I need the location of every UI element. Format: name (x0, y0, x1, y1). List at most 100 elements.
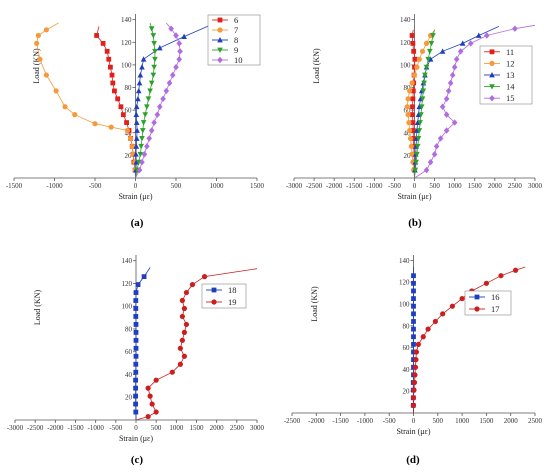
x-tick-label: 1500 (250, 182, 265, 190)
x-tick-label: -2000 (47, 424, 64, 432)
y-tick-label: 20 (125, 152, 133, 160)
y-tick-label: 20 (404, 152, 412, 160)
legend-label: 6 (234, 15, 238, 25)
x-tick-label: -1500 (6, 182, 23, 190)
series-7 (34, 22, 138, 179)
data-point (133, 314, 139, 319)
data-point (410, 136, 416, 141)
data-point (133, 322, 139, 327)
data-point (147, 393, 153, 399)
data-point (53, 88, 59, 94)
y-tick-label: 20 (403, 388, 411, 396)
y-tick-label: 80 (125, 325, 133, 333)
data-point (467, 40, 474, 47)
legend-marker (474, 294, 480, 300)
data-point (135, 95, 141, 102)
data-point (134, 127, 140, 133)
x-tick-label: -500 (388, 182, 401, 190)
data-point (189, 281, 196, 288)
legend-label: 14 (506, 82, 515, 92)
data-point (124, 127, 130, 134)
legend-box (464, 290, 512, 316)
data-point (138, 143, 144, 150)
y-tick-label: 80 (404, 84, 412, 92)
legend-label: 18 (228, 285, 237, 295)
data-point (43, 72, 50, 78)
data-point (411, 296, 416, 301)
x-tick-label: -2500 (306, 182, 323, 190)
data-point (34, 40, 40, 47)
data-point (129, 143, 135, 149)
data-point (411, 280, 416, 286)
data-point (147, 88, 153, 94)
data-point (133, 377, 138, 383)
data-point (183, 321, 190, 328)
x-tick-label: 1500 (479, 417, 494, 425)
data-point (157, 103, 163, 110)
data-point (124, 120, 129, 125)
data-point (104, 48, 110, 54)
data-point (133, 298, 139, 303)
x-tick-label: 500 (429, 182, 440, 190)
data-point (425, 326, 431, 332)
series-14 (412, 29, 436, 179)
data-point (483, 280, 489, 286)
data-point (428, 41, 435, 47)
legend-marker (217, 56, 223, 64)
x-tick-label: 3000 (528, 182, 543, 190)
y-tick-label: 60 (403, 344, 411, 352)
panel-label: (c) (131, 454, 144, 466)
data-point (142, 112, 149, 118)
x-axis-title: Strain (με) (397, 192, 431, 201)
data-point (181, 33, 187, 40)
data-point (152, 56, 158, 63)
data-point (445, 87, 452, 95)
x-tick-label: 1500 (190, 424, 205, 432)
data-point (416, 56, 422, 62)
chart-panel-c: -3000 -2500 -2000 -1500 -1000 -500 0 500 1000 150… (7, 255, 265, 466)
data-point (181, 329, 187, 335)
data-point (133, 119, 140, 125)
panel-label: (b) (408, 217, 422, 229)
legend-label: 15 (506, 93, 515, 103)
data-point (407, 135, 414, 142)
y-axis-title: Load (KN) (33, 290, 42, 326)
data-point (447, 79, 454, 87)
data-point (407, 88, 413, 94)
x-tick-label: -1000 (357, 417, 374, 425)
series-10 (135, 22, 183, 179)
series-19 (135, 268, 258, 421)
x-tick-label: 1000 (455, 417, 470, 425)
y-tick-label: 140 (400, 16, 411, 24)
data-point (437, 135, 444, 142)
data-point (419, 96, 426, 102)
data-point (414, 143, 421, 150)
data-point (115, 96, 121, 102)
data-point (412, 364, 419, 370)
x-tick-label: -1000 (366, 182, 383, 190)
data-point (412, 167, 419, 174)
data-point (35, 32, 41, 39)
legend-label: 7 (234, 25, 238, 35)
data-point (443, 127, 450, 134)
data-point (420, 334, 426, 340)
data-point (120, 112, 126, 118)
data-point (133, 111, 140, 118)
x-tick-label: 1000 (210, 182, 225, 190)
data-point (153, 409, 159, 415)
data-point (157, 44, 163, 51)
data-point (422, 72, 428, 79)
data-point (412, 56, 418, 62)
x-tick-label: 1000 (448, 182, 463, 190)
x-tick-label: -1000 (87, 424, 104, 432)
data-point (423, 64, 430, 71)
data-point (406, 119, 412, 126)
data-point (181, 305, 187, 312)
data-point (181, 353, 187, 359)
y-tick-label: 60 (125, 107, 133, 115)
legend-marker (217, 17, 223, 23)
y-tick-label: 20 (125, 394, 133, 402)
